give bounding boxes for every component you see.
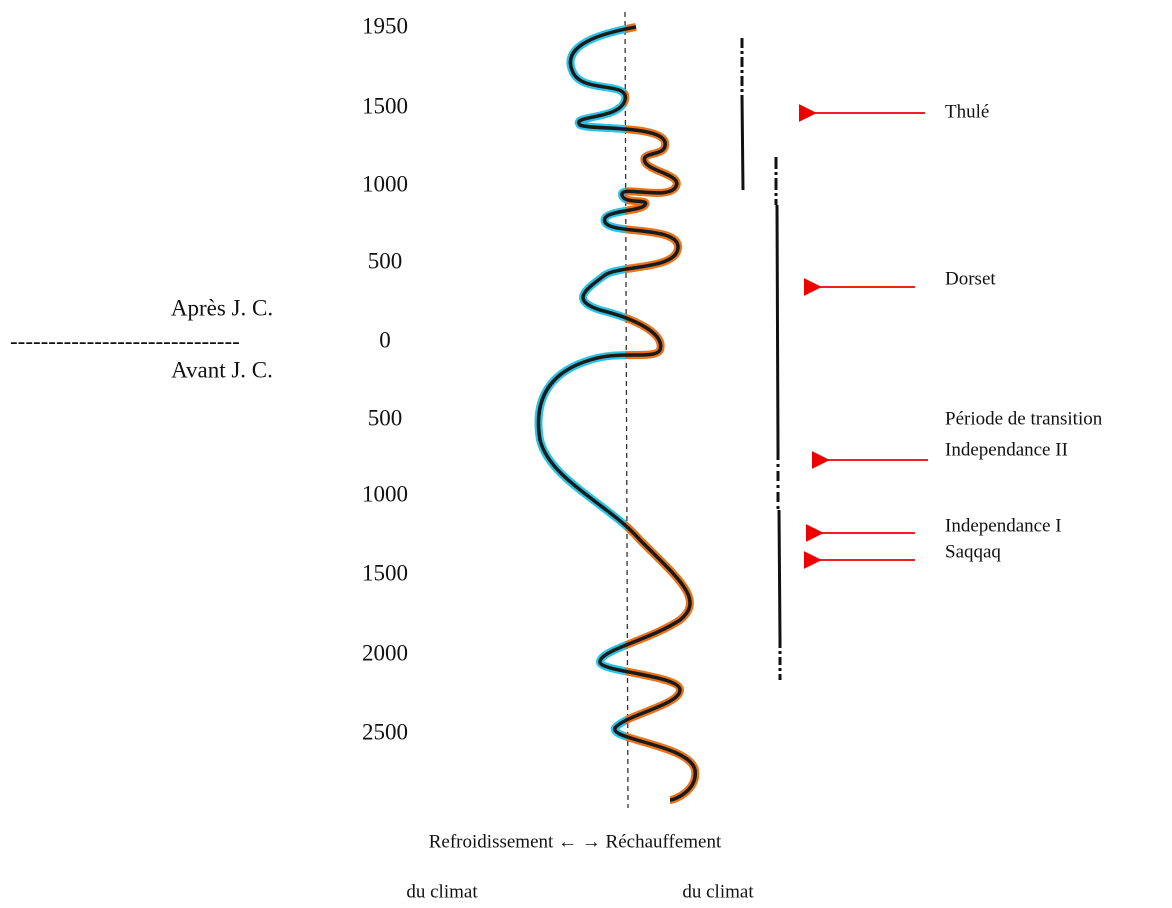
culture-label: Independance II	[945, 439, 1068, 460]
saqqaq-bar	[777, 509, 782, 641]
year-label: 2000	[362, 640, 408, 665]
year-label: 2500	[362, 719, 408, 744]
year-label: 1500	[362, 560, 408, 585]
era-label: Après J. C.	[171, 295, 273, 320]
culture-label: Dorset	[945, 268, 996, 289]
culture-label: Période de transition	[945, 408, 1103, 429]
year-label: 1500	[362, 93, 408, 118]
culture-label: Saqqaq	[945, 541, 1001, 562]
year-label: 1000	[362, 171, 408, 196]
year-label: 1950	[362, 13, 408, 38]
arrows	[798, 104, 928, 569]
dorset-bar	[775, 204, 780, 451]
culture-label: Independance I	[945, 515, 1062, 536]
year-label: 0	[379, 327, 391, 352]
thule-bar	[740, 94, 745, 191]
occupation-bars	[740, 38, 782, 680]
year-label: 500	[368, 405, 403, 430]
year-label: 500	[368, 248, 403, 273]
axis-caption: du climat	[682, 881, 754, 902]
culture-label: Thulé	[945, 101, 989, 122]
era-separator: ------------------------------	[10, 328, 240, 353]
axis-caption: du climat	[406, 881, 478, 902]
curve-line	[536, 25, 697, 802]
climate-curve	[534, 23, 700, 804]
year-label: 1000	[362, 481, 408, 506]
axis-caption: Refroidissement ← → Réchauffement	[429, 831, 722, 852]
era-label: Avant J. C.	[171, 357, 273, 382]
reference-line	[624, 11, 629, 809]
